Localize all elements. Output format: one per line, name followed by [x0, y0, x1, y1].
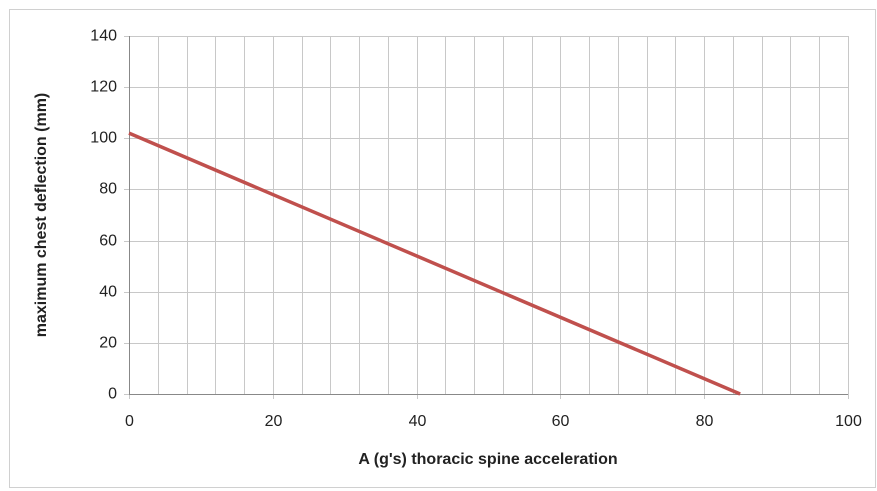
y-tick-label: 20 [99, 335, 117, 352]
data-line [128, 131, 741, 396]
x-tick-label: 60 [552, 413, 570, 430]
x-tick-label: 80 [696, 413, 714, 430]
y-tick-label: 0 [108, 386, 117, 403]
y-tick-label: 80 [99, 181, 117, 198]
x-tick-label: 20 [265, 413, 283, 430]
y-tick-label: 120 [90, 79, 117, 96]
y-tick-label: 140 [90, 28, 117, 45]
x-axis-title: A (g's) thoracic spine acceleration [358, 451, 617, 468]
x-tick-label: 100 [835, 413, 862, 430]
y-tick-label: 40 [99, 284, 117, 301]
y-tick-label: 60 [99, 233, 117, 250]
chart-frame [9, 9, 876, 488]
y-tick-label: 100 [90, 130, 117, 147]
x-tick-label: 0 [125, 413, 134, 430]
y-axis-title: maximum chest deflection (mm) [33, 93, 50, 338]
x-tick-label: 40 [409, 413, 427, 430]
